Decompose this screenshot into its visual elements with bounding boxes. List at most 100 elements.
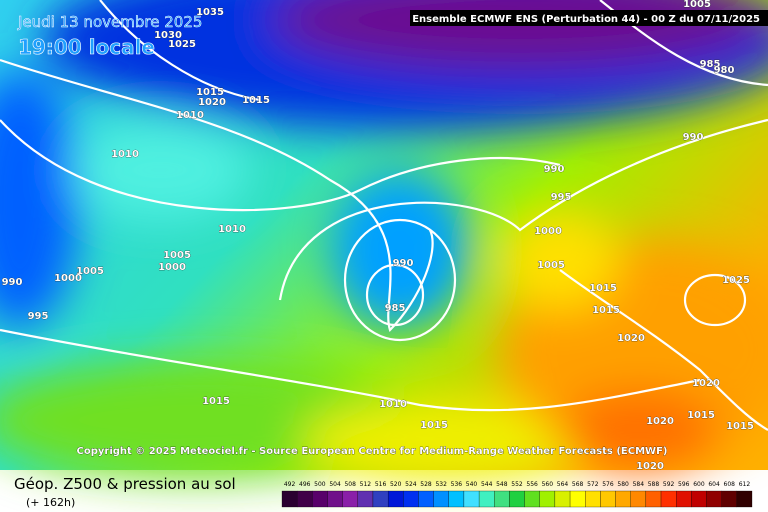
isobar-label: 995 [28, 311, 49, 322]
colorbar-swatch [585, 490, 601, 508]
isobar-label: 980 [714, 65, 735, 76]
isobar-label: 1035 [196, 7, 224, 18]
isobar-label: 985 [385, 303, 406, 314]
isobar-label: 1000 [158, 262, 186, 273]
isobar-label: 990 [683, 132, 704, 143]
colorbar-label: 596 [678, 481, 690, 488]
colorbar-swatch [433, 490, 449, 508]
colorbar-label: 612 [739, 481, 751, 488]
colorbar-swatch [554, 490, 571, 508]
colorbar-swatch [418, 490, 434, 508]
colorbar-swatch [539, 490, 556, 508]
colorbar-label: 508 [344, 481, 356, 488]
isobar-label: 1015 [196, 87, 224, 98]
isobar-label: 1020 [198, 97, 226, 108]
chart-title: Géop. Z500 & pression au sol [14, 475, 236, 493]
colorbar-swatch [706, 490, 722, 508]
colorbar-swatch [387, 490, 404, 508]
isobar-label: 1015 [202, 396, 230, 407]
model-info: Ensemble ECMWF ENS (Perturbation 44) - 0… [412, 14, 760, 25]
forecast-date: Jeudi 13 novembre 2025 [17, 13, 202, 31]
colorbar-swatch [676, 490, 692, 508]
isobar-label: 1015 [242, 95, 270, 106]
colorbar-swatch [357, 490, 374, 508]
isobar-label: 1015 [687, 410, 715, 421]
isobar-label: 985 [700, 59, 721, 70]
colorbar-swatch [615, 490, 631, 508]
isobar-label: 1000 [54, 273, 82, 284]
colorbar-swatch [509, 490, 525, 508]
colorbar-swatch [342, 490, 358, 508]
isobar-label: 990 [2, 277, 23, 288]
colorbar-label: 548 [496, 481, 508, 488]
isobar-label: 1020 [646, 416, 674, 427]
isobar-label: 1015 [589, 283, 617, 294]
colorbar-label: 500 [314, 481, 326, 488]
isobar-label: 1015 [726, 421, 754, 432]
colorbar-swatch [736, 490, 753, 508]
colorbar-label: 552 [511, 481, 523, 488]
isobar-label: 1010 [111, 149, 139, 160]
colorbar-swatch [403, 490, 419, 508]
colorbar-swatch [327, 490, 343, 508]
isobar-label: 1005 [76, 266, 104, 277]
colorbar-swatch [524, 490, 540, 508]
colorbar-label: 544 [481, 481, 493, 488]
colorbar-label: 580 [617, 481, 629, 488]
isobar-label: 1025 [722, 275, 750, 286]
colorbar-label: 584 [633, 481, 645, 488]
colorbar-swatch [630, 490, 647, 508]
isobar-label: 1020 [636, 461, 664, 472]
colorbar-label: 556 [526, 481, 538, 488]
isobar-label: 990 [393, 258, 414, 269]
colorbar-label: 524 [405, 481, 417, 488]
colorbar-swatch [600, 490, 616, 508]
colorbar-label: 532 [435, 481, 447, 488]
colorbar-label: 576 [602, 481, 614, 488]
isobar-label: 1005 [683, 0, 711, 10]
colorbar-swatch [448, 490, 465, 508]
isobar-label: 1000 [534, 226, 562, 237]
colorbar-label: 560 [542, 481, 554, 488]
isobar-label: 1010 [176, 110, 204, 121]
colorbar-swatch [691, 490, 707, 508]
colorbar-label: 592 [663, 481, 675, 488]
colorbar-swatch [494, 490, 510, 508]
isobar-label: 990 [544, 164, 565, 175]
geopotential-field [0, 0, 768, 480]
colorbar-swatch [478, 490, 495, 508]
isobar-label: 1015 [592, 305, 620, 316]
colorbar-label: 604 [708, 481, 720, 488]
isobar-label: 1010 [218, 224, 246, 235]
colorbar-label: 520 [390, 481, 402, 488]
isobar-label: 1020 [692, 378, 720, 389]
colorbar-label: 600 [693, 481, 705, 488]
isobar-label: 1015 [420, 420, 448, 431]
colorbar-label: 492 [284, 481, 296, 488]
colorbar-swatch [721, 490, 737, 508]
model-banner [410, 10, 768, 26]
colorbar-swatch [372, 490, 389, 508]
colorbar-label: 568 [572, 481, 584, 488]
colorbar-swatch [569, 490, 586, 508]
lead-time: (+ 162h) [26, 496, 75, 509]
colorbar-swatch [281, 490, 298, 508]
colorbar-swatch [660, 490, 677, 508]
isobar-label: 1020 [617, 333, 645, 344]
colorbar-swatch [645, 490, 662, 508]
colorbar-swatch [312, 490, 328, 508]
isobar-label: 1010 [379, 399, 407, 410]
colorbar-label: 608 [724, 481, 736, 488]
copyright: Copyright © 2025 Meteociel.fr - Source E… [77, 446, 668, 457]
colorbar-label: 564 [557, 481, 569, 488]
colorbar-label: 504 [329, 481, 341, 488]
colorbar-label: 536 [451, 481, 463, 488]
colorbar-label: 540 [466, 481, 478, 488]
isobar-label: 1030 [154, 30, 182, 41]
forecast-time: 19:00 locale [18, 35, 155, 59]
colorbar-label: 572 [587, 481, 599, 488]
colorbar-label: 512 [360, 481, 372, 488]
colorbar-label: 528 [420, 481, 432, 488]
